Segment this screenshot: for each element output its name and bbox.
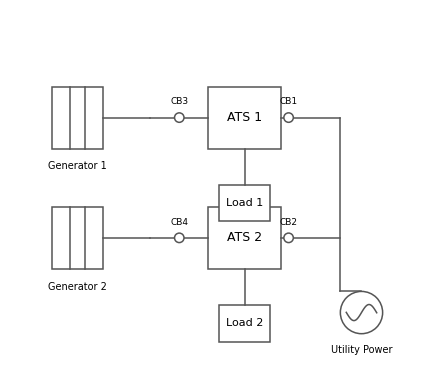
Text: Utility Power: Utility Power <box>331 344 392 354</box>
Bar <box>52 87 103 149</box>
Text: Load 1: Load 1 <box>226 198 264 208</box>
Text: CB4: CB4 <box>170 218 188 226</box>
Bar <box>219 185 270 221</box>
Circle shape <box>340 292 383 334</box>
Bar <box>208 207 281 269</box>
Text: Generator 2: Generator 2 <box>48 282 107 292</box>
Circle shape <box>284 233 293 243</box>
Circle shape <box>174 113 184 122</box>
Text: Load 2: Load 2 <box>226 319 264 329</box>
Text: CB2: CB2 <box>280 218 297 226</box>
Circle shape <box>174 233 184 243</box>
Text: Generator 1: Generator 1 <box>48 161 107 171</box>
Text: CB1: CB1 <box>280 97 297 106</box>
Bar <box>208 87 281 149</box>
Text: ATS 2: ATS 2 <box>227 231 262 244</box>
Text: CB3: CB3 <box>170 97 188 106</box>
Bar <box>52 207 103 269</box>
Bar <box>219 305 270 342</box>
Circle shape <box>284 113 293 122</box>
Text: ATS 1: ATS 1 <box>227 111 262 124</box>
